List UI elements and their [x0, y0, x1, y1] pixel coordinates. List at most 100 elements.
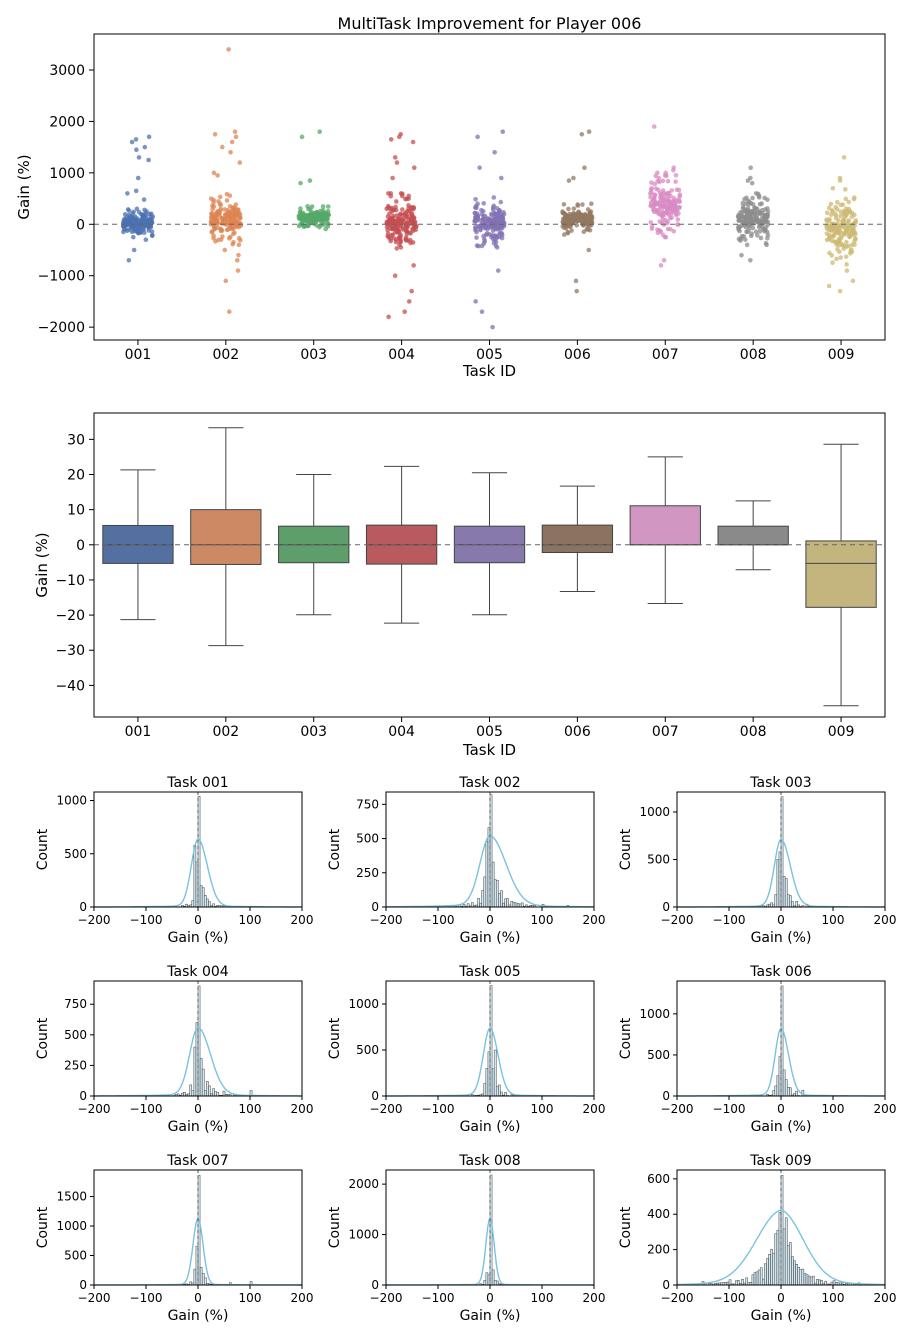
x-tick-label: 008 [740, 724, 767, 740]
y-tick-label: 0 [662, 1278, 670, 1292]
histogram-bar [776, 859, 780, 908]
strip-point [226, 236, 232, 241]
x-tick-label: −200 [370, 1102, 403, 1116]
histogram-bar [491, 861, 495, 908]
strip-point [649, 186, 655, 191]
strip-point [238, 237, 243, 243]
histogram-bar [498, 893, 501, 908]
strip-point [481, 201, 487, 206]
strip-point [765, 197, 770, 203]
strip-point [842, 214, 848, 220]
strip-point [675, 217, 681, 222]
strip-point [402, 309, 407, 315]
strip-point [487, 232, 492, 237]
strip-point [317, 129, 322, 135]
strip-point [827, 216, 832, 222]
strip-point [126, 218, 131, 224]
x-tick-label: 0 [486, 1291, 494, 1305]
x-tick-label: 100 [531, 913, 554, 927]
strip-point [388, 191, 394, 196]
histogram-bar [199, 885, 203, 908]
histogram-bar [797, 1266, 800, 1286]
strip-point [573, 278, 579, 284]
histogram-bar [782, 1228, 786, 1286]
strip-point [233, 210, 238, 216]
strip-series-002 [208, 47, 244, 315]
strip-point [755, 233, 760, 238]
x-tick-label: 200 [291, 1102, 314, 1116]
x-tick-label: 004 [388, 347, 415, 363]
strip-point [233, 219, 239, 225]
strip-point [392, 273, 398, 279]
strip-point [385, 227, 390, 233]
strip-point [740, 214, 746, 219]
strip-point [298, 206, 303, 211]
strip-point [570, 212, 576, 218]
x-axis-label: Gain (%) [751, 930, 812, 946]
histogram-task-003: −200 −100 0 100 200 0 500 1000 Task 003 Gain (%) C… [618, 775, 896, 946]
x-tick-label: 200 [291, 1291, 314, 1305]
strip-point [131, 209, 136, 215]
y-tick-label: 600 [647, 1172, 670, 1186]
strip-point [325, 204, 331, 209]
strip-point [325, 208, 331, 214]
strip-point [407, 230, 412, 236]
box-iqr [629, 505, 701, 546]
x-tick-label: 009 [828, 347, 855, 363]
strip-point [648, 194, 653, 200]
histogram-bar [201, 887, 205, 908]
x-tick-label: 200 [874, 1102, 897, 1116]
x-tick-label: 200 [874, 1291, 897, 1305]
histogram-bar [784, 1217, 788, 1286]
histogram-bar [493, 879, 497, 908]
x-axis-label: Gain (%) [168, 1308, 229, 1324]
strip-point [828, 201, 834, 207]
strip-point [566, 178, 572, 183]
y-tick-label: 2000 [348, 1177, 379, 1191]
strip-point [216, 237, 221, 243]
y-tick-label: 1000 [639, 805, 670, 819]
strip-point [576, 218, 582, 223]
strip-point [141, 230, 147, 235]
strip-point [215, 173, 220, 178]
strip-point [398, 245, 404, 250]
strip-point [829, 238, 835, 244]
strip-point [589, 214, 595, 219]
histogram-bar [206, 1081, 209, 1097]
histogram-task-006: −200 −100 0 100 200 0 500 1000 Task 006 Gain (%) C… [618, 964, 896, 1135]
y-axis-label: Count [327, 828, 343, 870]
histogram-bar [208, 901, 211, 908]
x-tick-label: 0 [777, 1291, 785, 1305]
strip-point [834, 221, 840, 227]
histogram-bar [728, 1279, 732, 1286]
strip-point [745, 178, 751, 183]
histogram-bar [193, 1268, 197, 1286]
strip-point [234, 257, 240, 263]
strip-series-003 [296, 129, 332, 232]
strip-point [397, 212, 403, 218]
strip-point [740, 204, 746, 209]
y-tick-label: 0 [662, 900, 670, 914]
strip-point [499, 175, 504, 181]
histogram-bar [199, 1267, 203, 1286]
y-tick-label: 0 [79, 900, 87, 914]
strip-point [496, 214, 501, 220]
strip-point [385, 214, 391, 219]
box-008 [717, 500, 789, 571]
x-tick-label: 005 [476, 347, 503, 363]
strip-point [396, 228, 401, 234]
strip-point [660, 232, 666, 238]
strip-point [668, 226, 673, 232]
strip-point [753, 229, 759, 235]
strip-point [211, 197, 216, 203]
strip-point [232, 230, 237, 236]
x-tick-label: −100 [713, 1102, 746, 1116]
strip-point [755, 191, 761, 197]
strip-point [846, 243, 851, 249]
strip-point [406, 193, 412, 199]
strip-point [474, 243, 480, 248]
strip-point [500, 129, 506, 135]
strip-point [736, 214, 741, 219]
